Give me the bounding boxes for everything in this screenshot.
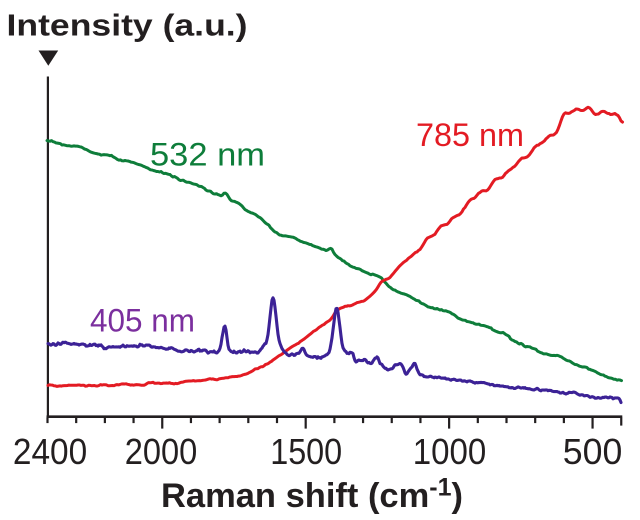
svg-text:1500: 1500 xyxy=(270,431,342,472)
svg-text:405 nm: 405 nm xyxy=(90,303,195,339)
svg-text:532 nm: 532 nm xyxy=(150,137,265,173)
svg-text:1000: 1000 xyxy=(413,431,487,472)
svg-text:Raman shift (cm-1): Raman shift (cm-1) xyxy=(161,474,463,516)
svg-text:785 nm: 785 nm xyxy=(416,117,524,153)
svg-text:Intensity (a.u.): Intensity (a.u.) xyxy=(7,9,248,43)
svg-text:500: 500 xyxy=(563,431,623,472)
svg-text:2400: 2400 xyxy=(13,431,87,472)
svg-text:2000: 2000 xyxy=(125,431,198,472)
